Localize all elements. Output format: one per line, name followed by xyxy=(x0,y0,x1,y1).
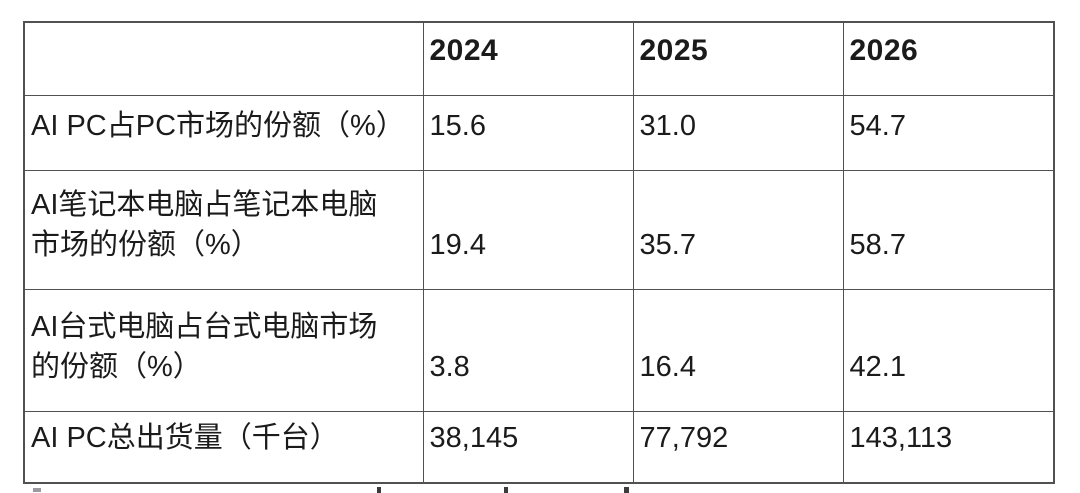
header-year-2026: 2026 xyxy=(842,21,1055,96)
table-row: AI笔记本电脑占笔记本电脑 市场的份额（%） 19.4 35.7 58.7 xyxy=(23,169,1055,290)
cell-value: 42.1 xyxy=(842,288,1055,412)
table-row: AI PC占PC市场的份额（%） 15.6 31.0 54.7 xyxy=(23,94,1055,171)
cell-value: 35.7 xyxy=(632,169,844,290)
cell-value: 38,145 xyxy=(422,410,634,484)
cut-off-text-fragment xyxy=(377,487,381,493)
table-row: AI台式电脑占台式电脑市场 的份额（%） 3.8 16.4 42.1 xyxy=(23,288,1055,412)
cell-value: 19.4 xyxy=(422,169,634,290)
row-label-ai-desktop-share: AI台式电脑占台式电脑市场 的份额（%） xyxy=(23,288,424,412)
cell-value: 58.7 xyxy=(842,169,1055,290)
cut-off-text-fragment xyxy=(624,487,629,493)
header-year-2025: 2025 xyxy=(632,21,844,96)
header-year-2024: 2024 xyxy=(422,21,634,96)
cell-value: 54.7 xyxy=(842,94,1055,171)
ai-pc-forecast-table: 2024 2025 2026 AI PC占PC市场的份额（%） 15.6 31.… xyxy=(23,21,1055,484)
cell-value: 77,792 xyxy=(632,410,844,484)
table-row: AI PC总出货量（千台） 38,145 77,792 143,113 xyxy=(23,410,1055,484)
header-empty-cell xyxy=(23,21,424,96)
row-label-ai-pc-share: AI PC占PC市场的份额（%） xyxy=(23,94,424,171)
row-label-ai-pc-shipments: AI PC总出货量（千台） xyxy=(23,410,424,484)
table-header-row: 2024 2025 2026 xyxy=(23,21,1055,96)
row-label-ai-notebook-share: AI笔记本电脑占笔记本电脑 市场的份额（%） xyxy=(23,169,424,290)
cell-value: 3.8 xyxy=(422,288,634,412)
cell-value: 16.4 xyxy=(632,288,844,412)
cell-value: 143,113 xyxy=(842,410,1055,484)
cell-value: 31.0 xyxy=(632,94,844,171)
cut-off-text-fragment xyxy=(504,487,508,493)
cut-off-text-fragment xyxy=(33,488,41,492)
cell-value: 15.6 xyxy=(422,94,634,171)
